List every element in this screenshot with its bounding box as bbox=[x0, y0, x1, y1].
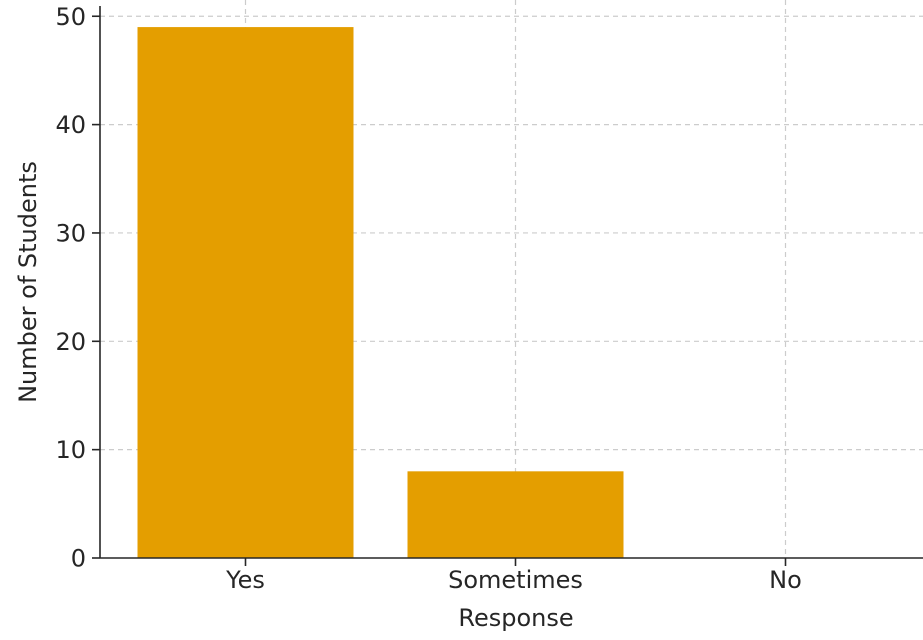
x-ticks: Yes Sometimes No bbox=[225, 558, 802, 594]
x-tick-label: Yes bbox=[225, 566, 265, 594]
y-axis-label: Number of Students bbox=[14, 161, 42, 403]
bar-yes bbox=[137, 27, 354, 558]
y-tick-label: 40 bbox=[55, 111, 86, 139]
y-tick-label: 20 bbox=[55, 328, 86, 356]
y-tick-label: 0 bbox=[71, 545, 86, 573]
y-tick-label: 30 bbox=[55, 219, 86, 247]
x-tick-label: No bbox=[769, 566, 802, 594]
y-tick-label: 50 bbox=[55, 3, 86, 31]
x-axis-label: Response bbox=[458, 604, 573, 632]
x-tick-label: Sometimes bbox=[448, 566, 583, 594]
bars bbox=[137, 27, 624, 558]
bar-sometimes bbox=[407, 471, 624, 558]
y-ticks: 0 10 20 30 40 50 bbox=[55, 3, 100, 573]
y-tick-label: 10 bbox=[55, 436, 86, 464]
